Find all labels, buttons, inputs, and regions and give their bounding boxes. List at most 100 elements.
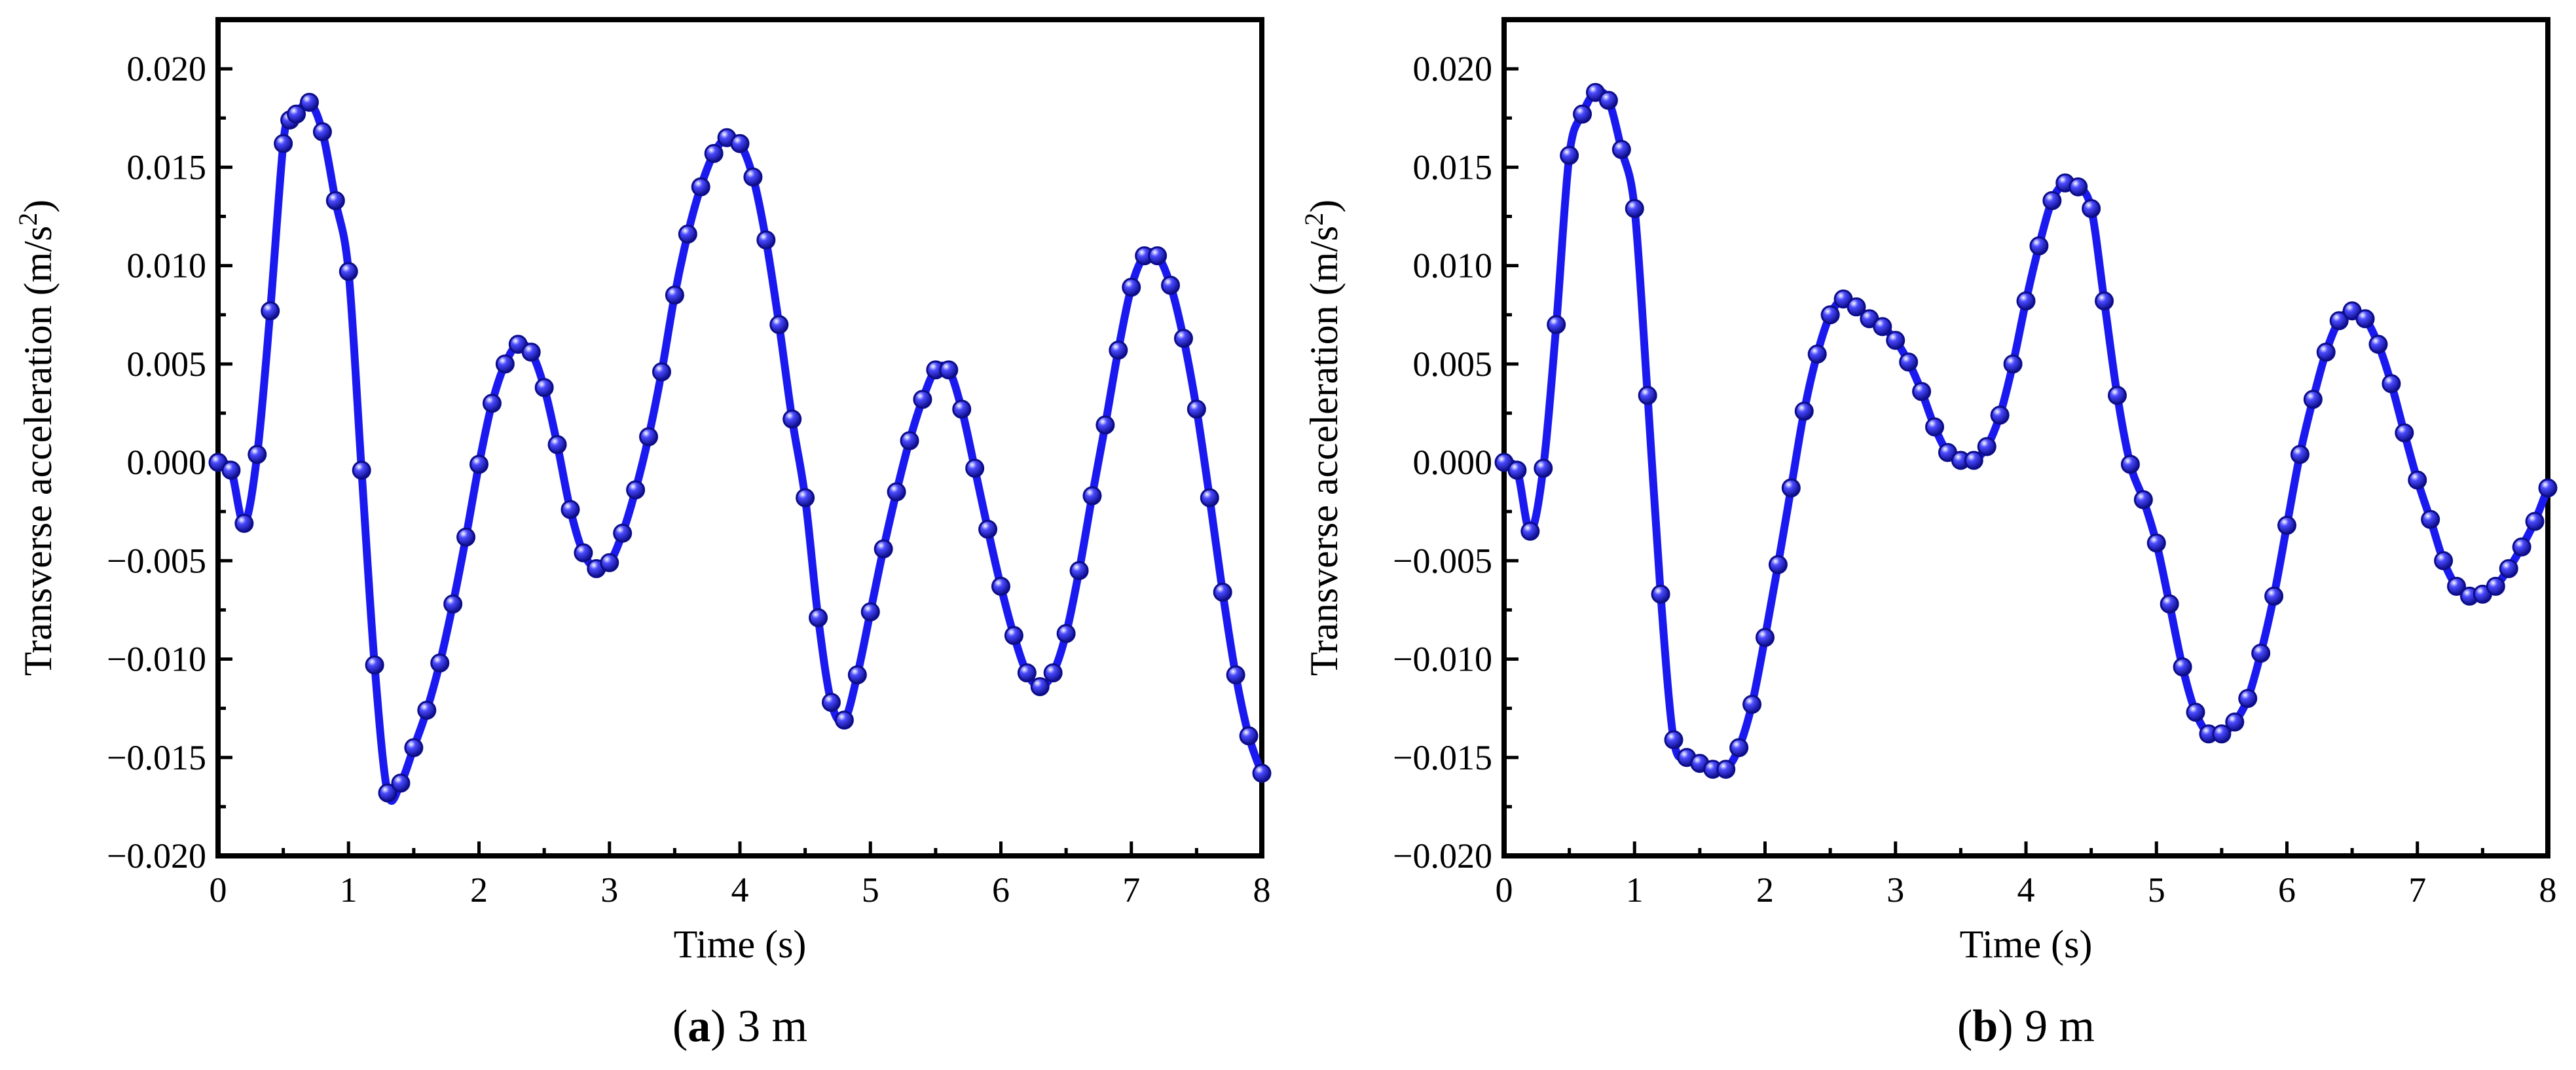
- x-tick-label: 8: [1253, 870, 1271, 910]
- data-point: [743, 167, 763, 187]
- data-point: [834, 710, 854, 730]
- y-tick-label: 0.010: [1413, 246, 1493, 286]
- x-tick-label: 6: [992, 870, 1010, 910]
- data-point: [2447, 576, 2467, 596]
- data-point: [2355, 309, 2375, 329]
- data-point: [574, 543, 593, 563]
- data-point: [248, 445, 267, 464]
- data-point: [1847, 297, 1866, 317]
- y-axis-title-close: ): [1302, 200, 1346, 213]
- data-point: [704, 143, 724, 163]
- data-point: [1781, 478, 1801, 498]
- data-point: [809, 608, 828, 627]
- data-point: [2499, 559, 2518, 578]
- data-point: [1030, 677, 1050, 697]
- data-point: [1912, 382, 1932, 401]
- data-point: [443, 594, 463, 614]
- data-point: [1056, 623, 1076, 643]
- data-point: [665, 286, 684, 305]
- data-point: [1109, 341, 1128, 360]
- caption-panel-letter: a: [688, 1001, 710, 1052]
- data-point: [2069, 177, 2088, 196]
- data-point: [691, 177, 710, 196]
- data-point: [2133, 490, 2153, 509]
- data-point: [1873, 317, 1892, 337]
- y-tick-label: −0.010: [107, 640, 206, 679]
- data-point: [600, 553, 619, 572]
- data-point: [1886, 331, 1905, 350]
- y-tick-label: 0.020: [1413, 49, 1493, 88]
- data-point: [561, 500, 580, 519]
- data-point: [1820, 305, 1840, 325]
- data-point: [2029, 236, 2049, 256]
- data-point: [2238, 689, 2258, 709]
- data-point: [1598, 90, 1618, 110]
- data-point: [2368, 335, 2388, 354]
- data-point: [1122, 278, 1141, 297]
- data-point: [991, 576, 1010, 596]
- y-tick-label: −0.015: [107, 738, 206, 777]
- data-point: [2486, 576, 2505, 596]
- x-tick-label: 2: [470, 870, 488, 910]
- y-tick-label: −0.020: [1393, 836, 1492, 876]
- data-point: [1082, 486, 1102, 506]
- data-point: [2107, 386, 2127, 405]
- data-point: [1638, 386, 1657, 405]
- data-point: [1768, 555, 1788, 574]
- data-point: [2290, 445, 2309, 464]
- data-point: [1547, 315, 1566, 335]
- data-point: [482, 394, 502, 413]
- data-point: [1742, 695, 1762, 714]
- data-point: [730, 134, 750, 153]
- data-point: [2264, 586, 2284, 606]
- caption-panel-letter: b: [1972, 1001, 1998, 1052]
- y-axis-title-text: Transverse acceleration (m/s: [1302, 226, 1346, 676]
- data-point: [1507, 460, 1527, 480]
- x-tick-label: 6: [2278, 870, 2296, 910]
- data-point: [299, 92, 319, 112]
- data-point: [1794, 401, 1814, 421]
- y-tick-label: 0.005: [1413, 344, 1493, 384]
- y-tick-label: 0.010: [127, 246, 207, 286]
- data-point: [1977, 437, 1996, 456]
- data-point: [221, 460, 241, 480]
- plot-frame: [1501, 17, 2550, 858]
- data-point: [2434, 551, 2454, 570]
- x-tick-label: 4: [2017, 870, 2035, 910]
- data-point: [900, 431, 919, 451]
- data-point: [874, 539, 893, 559]
- data-point: [261, 301, 280, 321]
- x-tick-label: 3: [1886, 870, 1904, 910]
- caption-open-paren: (: [672, 1001, 688, 1052]
- data-point: [391, 773, 411, 793]
- data-point: [1925, 417, 1945, 437]
- data-point: [2512, 537, 2531, 557]
- data-point: [1964, 451, 1983, 470]
- y-tick-label: −0.005: [107, 541, 206, 580]
- data-point: [339, 262, 358, 282]
- data-point: [2303, 390, 2323, 409]
- x-tick-label: 7: [1122, 870, 1140, 910]
- data-point: [678, 225, 697, 244]
- data-point: [2251, 644, 2271, 663]
- data-point: [325, 191, 345, 210]
- data-point: [1004, 625, 1023, 645]
- data-point: [430, 654, 450, 673]
- data-point: [2186, 703, 2205, 722]
- data-point: [1200, 488, 1219, 507]
- data-point: [2525, 511, 2545, 531]
- data-point: [547, 435, 567, 454]
- y-axis-title: Transverse acceleration (m/s2): [13, 200, 60, 676]
- data-point: [965, 458, 985, 478]
- data-point: [1899, 352, 1919, 372]
- data-point: [2095, 291, 2114, 311]
- data-point: [626, 480, 646, 500]
- data-point: [2277, 515, 2296, 535]
- y-axis-title-close: ): [16, 200, 60, 213]
- y-tick-label: 0.005: [127, 344, 207, 384]
- data-point: [1095, 415, 1115, 435]
- y-tick-label: 0.000: [127, 443, 207, 482]
- data-point: [1187, 399, 1206, 419]
- data-point: [1148, 246, 1168, 266]
- y-axis-title: Transverse acceleration (m/s2): [1299, 200, 1346, 676]
